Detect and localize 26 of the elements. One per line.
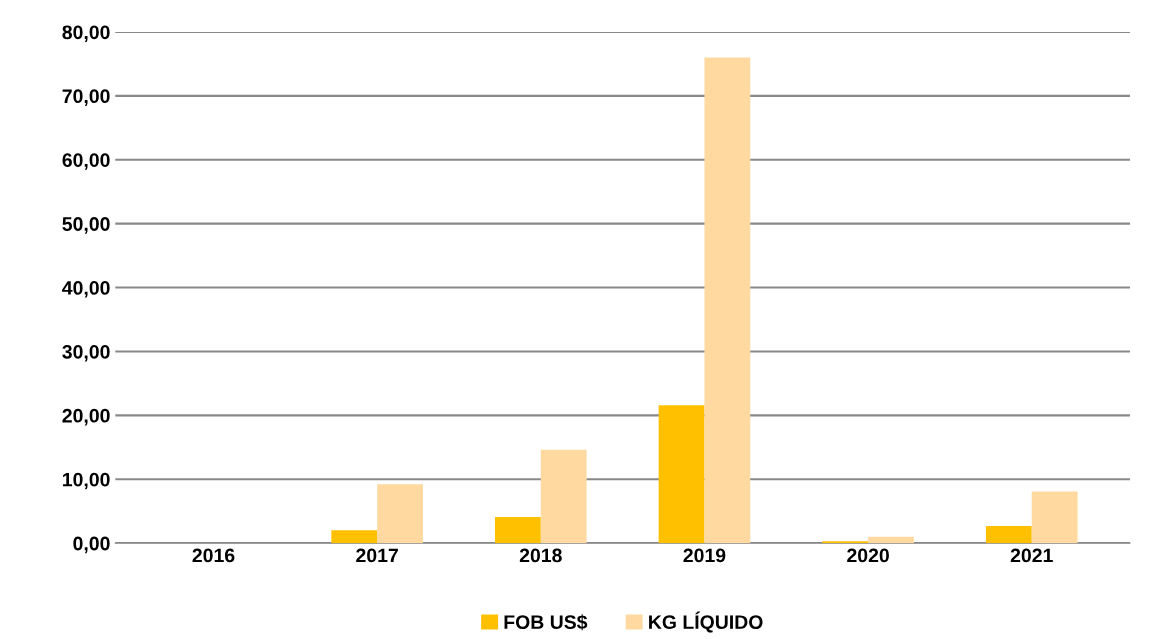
x-tick-label: 2020 [847, 548, 889, 563]
bar [985, 525, 1032, 544]
bar [377, 484, 423, 544]
x-tick-label: 2021 [1010, 548, 1053, 563]
legend-label: KG LÍQUIDO [649, 611, 763, 633]
x-tick-label: 2016 [192, 548, 235, 563]
y-tick-label: 50,00 [62, 217, 110, 234]
x-tick-label: 2018 [519, 548, 562, 563]
y-tick-label: 40,00 [62, 281, 110, 298]
y-tick-label: 30,00 [62, 344, 110, 362]
bar [331, 530, 378, 544]
y-tick-label: 70,00 [62, 89, 110, 106]
x-tick-label: 2017 [356, 548, 398, 563]
y-tick-label: 0,00 [73, 536, 110, 554]
y-tick-label: 60,00 [62, 153, 110, 170]
x-tick-label: 2019 [683, 548, 726, 563]
bar [1031, 491, 1078, 544]
bar [704, 57, 751, 544]
y-tick-label: 10,00 [63, 472, 110, 490]
y-tick-label: 80,00 [62, 25, 110, 43]
bar [540, 449, 587, 544]
bar [494, 516, 541, 544]
legend-label: FOB US$ [504, 614, 588, 631]
bar [658, 405, 705, 544]
y-tick-label: 20,00 [62, 408, 110, 426]
bar [868, 536, 914, 544]
